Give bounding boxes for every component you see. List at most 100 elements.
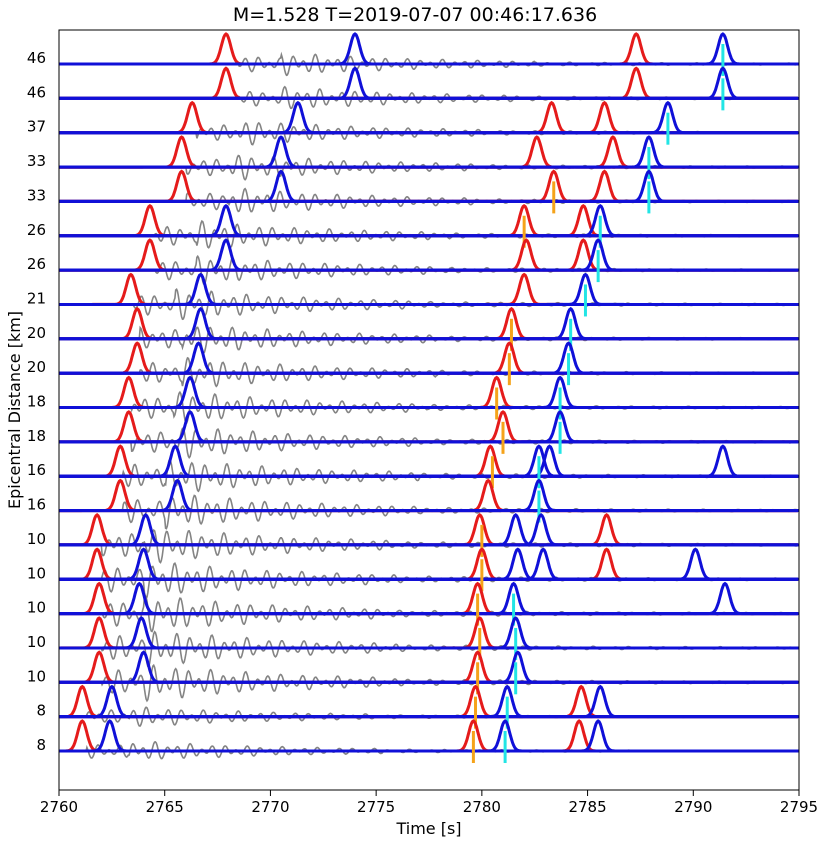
p-probability-peak [59,169,798,203]
p-probability-peak [59,66,798,100]
s-probability-peak [59,66,798,100]
s-probability-peak [59,444,798,478]
plot-frame [58,29,800,791]
p-probability-peak [59,135,798,169]
s-probability-peak [59,719,798,753]
distance-label: 10 [27,564,46,582]
p-probability-peak [59,100,798,135]
s-probability-peak [59,100,798,135]
p-probability-peak [59,719,798,753]
x-tick-label: 2765 [146,798,184,816]
p-probability-peak [59,135,798,169]
s-probability-peak [59,410,798,444]
p-probability-peak [59,169,798,203]
trace [59,306,799,355]
s-probability-peak [59,719,798,753]
s-probability-peak [59,169,798,203]
p-probability-peak [59,32,798,66]
trace [59,410,799,459]
x-axis: 2760 2765 2770 2775 2780 2785 2790 2795 [40,790,818,816]
p-probability-peak [59,238,798,272]
trace [59,100,799,146]
x-tick-label: 2760 [40,798,78,816]
s-probability-peak [59,306,798,341]
s-probability-peak [59,100,798,135]
x-tick-label: 2785 [568,798,606,816]
p-probability-peak [59,306,798,341]
distance-label: 16 [27,496,46,514]
p-probability-peak [59,650,798,684]
trace [59,616,799,668]
distance-label: 33 [27,186,46,204]
s-probability-peak [59,616,798,650]
trace [59,684,799,729]
s-probability-peak [59,66,798,100]
s-probability-peak [59,650,798,684]
s-probability-peak [59,238,798,272]
distance-label: 46 [27,49,46,67]
p-probability-peak [59,306,798,341]
s-probability-peak [59,478,798,513]
s-probability-peak [59,169,798,203]
distance-label: 8 [36,702,46,720]
chart-title: M=1.528 T=2019-07-07 00:46:17.636 [233,4,597,26]
p-probability-peak [59,32,798,66]
x-tick-label: 2780 [463,798,501,816]
p-probability-peak [59,616,798,650]
distance-label: 18 [27,427,46,445]
distance-label: 26 [27,255,46,273]
p-probability-peak [59,410,798,444]
trace [59,66,799,111]
trace [59,513,799,564]
s-probability-peak [59,375,798,409]
p-probability-peak [59,375,798,409]
distance-label: 16 [27,461,46,479]
x-axis-label: Time [s] [395,819,461,838]
s-probability-peak [59,375,798,409]
s-probability-peak [59,306,798,341]
trace [59,719,799,763]
trace [59,547,799,600]
distance-label: 10 [27,667,46,685]
plot-area [58,29,800,791]
distance-label: 37 [27,118,46,136]
s-probability-peak [59,616,798,650]
distance-label: 46 [27,83,46,101]
p-probability-peak [59,66,798,100]
trace [59,650,799,703]
distance-label: 10 [27,599,46,617]
p-probability-peak [59,410,798,444]
s-probability-peak [59,32,798,66]
distance-label: 20 [27,358,46,376]
distance-labels: 46 46 37 33 33 26 26 21 20 20 18 18 16 16 10 10 10 10 10 8 8 [27,49,46,754]
p-probability-peak [59,238,798,272]
p-probability-peak [59,135,798,169]
p-probability-peak [59,100,798,135]
distance-label: 21 [27,289,46,307]
p-probability-peak [59,100,798,135]
distance-label: 10 [27,530,46,548]
distance-label: 18 [27,393,46,411]
p-probability-peak [59,616,798,650]
s-probability-peak [59,650,798,684]
distance-label: 10 [27,633,46,651]
trace [59,238,799,286]
p-probability-peak [59,719,798,753]
p-probability-peak [59,650,798,684]
trace [59,581,799,633]
trace [59,135,799,181]
distance-label: 33 [27,152,46,170]
s-probability-peak [59,719,798,753]
y-axis-label: Epicentral Distance [km] [5,311,24,509]
distance-label: 8 [36,736,46,754]
s-probability-peak [59,547,798,581]
p-probability-peak [59,375,798,409]
s-probability-peak [59,410,798,444]
trace-group [59,32,799,763]
trace [59,444,799,493]
trace [59,272,799,321]
s-probability-peak [59,238,798,272]
trace [59,203,799,249]
s-probability-peak [59,135,798,169]
s-probability-peak [59,32,798,66]
